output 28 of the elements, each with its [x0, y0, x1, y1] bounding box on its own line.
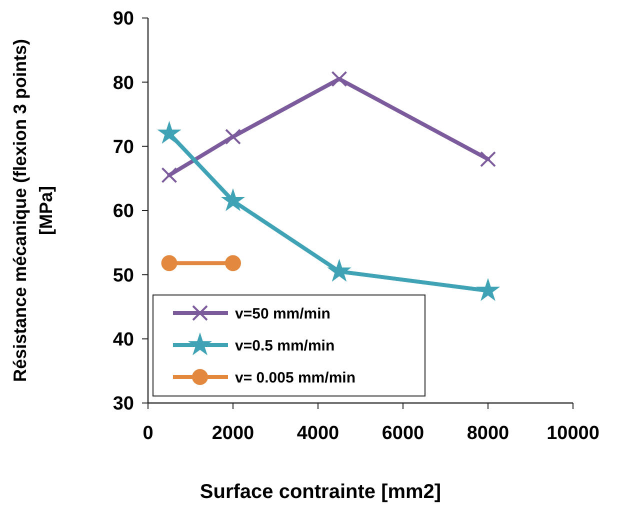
- legend-label: v=50 mm/min: [235, 305, 330, 322]
- x-tick-label: 2000: [212, 423, 254, 444]
- point: [480, 151, 496, 168]
- point: [331, 70, 348, 87]
- x-tick-label: 4000: [296, 423, 340, 444]
- point: [225, 128, 241, 145]
- x-axis-title: Surface contrainte [mm2]: [200, 481, 442, 503]
- y-tick-label: 30: [112, 394, 134, 415]
- y-tick-label: 40: [112, 329, 134, 350]
- legend-label: v= 0.005 mm/min: [235, 369, 356, 386]
- legend-label: v=0.5 mm/min: [235, 337, 335, 354]
- point: [327, 258, 352, 282]
- point: [157, 120, 182, 144]
- x-tick-label: 6000: [382, 423, 424, 444]
- y-tick-label: 60: [112, 201, 134, 222]
- point: [225, 255, 241, 272]
- x-tick-label: 10000: [546, 423, 600, 444]
- x-tick-label: 0: [142, 423, 154, 444]
- y-tick-label: 90: [112, 8, 134, 30]
- y-tick-label: 50: [112, 265, 134, 286]
- y-tick-label: 70: [112, 136, 134, 158]
- point: [220, 188, 246, 212]
- x-tick-label: 8000: [466, 423, 510, 444]
- point: [161, 255, 178, 272]
- y-tick-label: 80: [112, 72, 134, 94]
- y-axis-title: Résistance mécanique (flexion 3 points) [MPa]: [10, 38, 56, 382]
- point: [161, 167, 178, 184]
- point: [476, 278, 500, 301]
